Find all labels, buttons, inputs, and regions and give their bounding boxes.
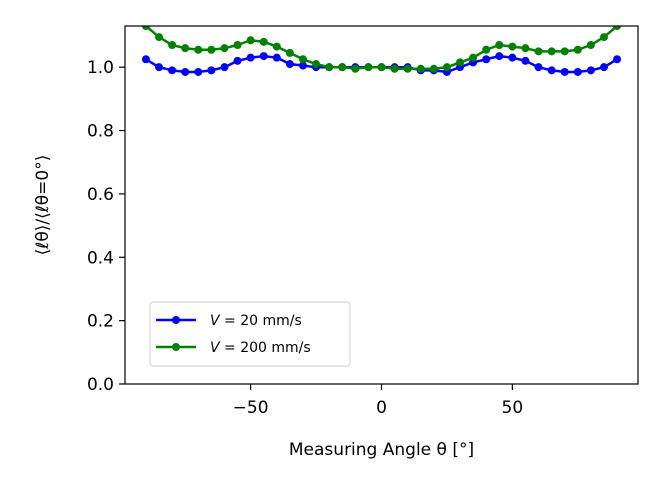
data-point-v200: [377, 63, 386, 72]
data-point-v200: [207, 45, 216, 54]
data-point-v20: [259, 52, 268, 61]
data-point-v200: [155, 33, 164, 42]
data-point-v200: [560, 47, 569, 56]
data-point-v200: [429, 64, 438, 73]
data-point-v20: [508, 53, 517, 62]
data-point-v200: [259, 37, 268, 46]
data-point-v200: [599, 33, 608, 42]
data-point-v200: [390, 64, 399, 73]
data-point-v20: [298, 61, 307, 70]
data-point-v200: [168, 41, 177, 50]
data-point-v200: [194, 45, 203, 54]
data-point-v200: [298, 55, 307, 64]
y-tick-label: 0.4: [87, 248, 114, 268]
data-point-v200: [586, 41, 595, 50]
data-point-v20: [495, 52, 504, 61]
legend-box: [149, 301, 351, 367]
data-point-v20: [155, 63, 164, 72]
data-point-v200: [416, 64, 425, 73]
data-point-v20: [586, 66, 595, 75]
data-point-v20: [534, 63, 543, 72]
data-point-v200: [364, 63, 373, 72]
x-tick-label: 50: [502, 398, 524, 418]
data-point-v20: [272, 53, 281, 62]
x-axis: −50 0 50: [233, 384, 524, 418]
data-point-v20: [168, 66, 177, 75]
y-tick-label: 0.8: [87, 122, 114, 142]
x-tick-label: −50: [233, 398, 269, 418]
data-point-v200: [482, 45, 491, 54]
data-point-v20: [547, 66, 556, 75]
data-point-v200: [403, 64, 412, 73]
data-point-v20: [220, 63, 229, 72]
data-point-v200: [442, 63, 451, 72]
data-point-v200: [508, 42, 517, 51]
data-point-v20: [141, 55, 150, 64]
data-point-v20: [233, 56, 242, 65]
data-point-v20: [246, 53, 255, 62]
legend-marker-v20: [172, 316, 180, 324]
data-point-v200: [141, 26, 150, 30]
data-point-v20: [599, 63, 608, 72]
data-point-v200: [351, 64, 360, 73]
data-point-v20: [613, 55, 622, 64]
legend-label-v200: V = 200 mm/s: [210, 340, 311, 356]
data-point-v200: [233, 41, 242, 50]
data-point-v20: [521, 56, 530, 65]
legend-label-v20: V = 20 mm/s: [210, 313, 302, 329]
data-point-v200: [285, 48, 294, 57]
y-tick-label: 0.6: [87, 185, 114, 205]
y-tick-label: 0.2: [87, 312, 114, 332]
y-axis: 0.0 0.2 0.4 0.6 0.8 1.0: [87, 58, 125, 395]
y-tick-label: 0.0: [87, 375, 114, 395]
data-point-v200: [220, 44, 229, 53]
legend: V = 20 mm/s V = 200 mm/s: [149, 301, 351, 367]
data-point-v200: [272, 42, 281, 51]
x-tick-label: 0: [376, 398, 387, 418]
data-point-v20: [285, 60, 294, 69]
data-point-v20: [181, 67, 190, 76]
data-point-v200: [469, 53, 478, 62]
legend-marker-v200: [172, 343, 180, 351]
data-point-v20: [560, 67, 569, 76]
data-point-v20: [573, 67, 582, 76]
data-point-v200: [181, 44, 190, 53]
y-tick-label: 1.0: [87, 58, 114, 78]
data-point-v200: [338, 63, 347, 72]
data-point-v200: [521, 44, 530, 53]
data-point-v200: [495, 41, 504, 50]
x-axis-label: Measuring Angle θ [°]: [289, 440, 474, 460]
data-point-v200: [246, 36, 255, 45]
data-point-v20: [482, 55, 491, 64]
data-point-v20: [194, 67, 203, 76]
data-point-v200: [456, 58, 465, 67]
data-point-v20: [207, 66, 216, 75]
data-point-v200: [573, 45, 582, 54]
y-axis-label: ⟨ℓθ⟩/⟨ℓθ=0°⟩: [33, 155, 53, 256]
data-point-v200: [312, 60, 321, 69]
data-point-v200: [547, 47, 556, 56]
data-point-v200: [613, 26, 622, 30]
data-point-v200: [534, 47, 543, 56]
data-point-v200: [325, 63, 334, 72]
series-layer: [141, 26, 622, 76]
